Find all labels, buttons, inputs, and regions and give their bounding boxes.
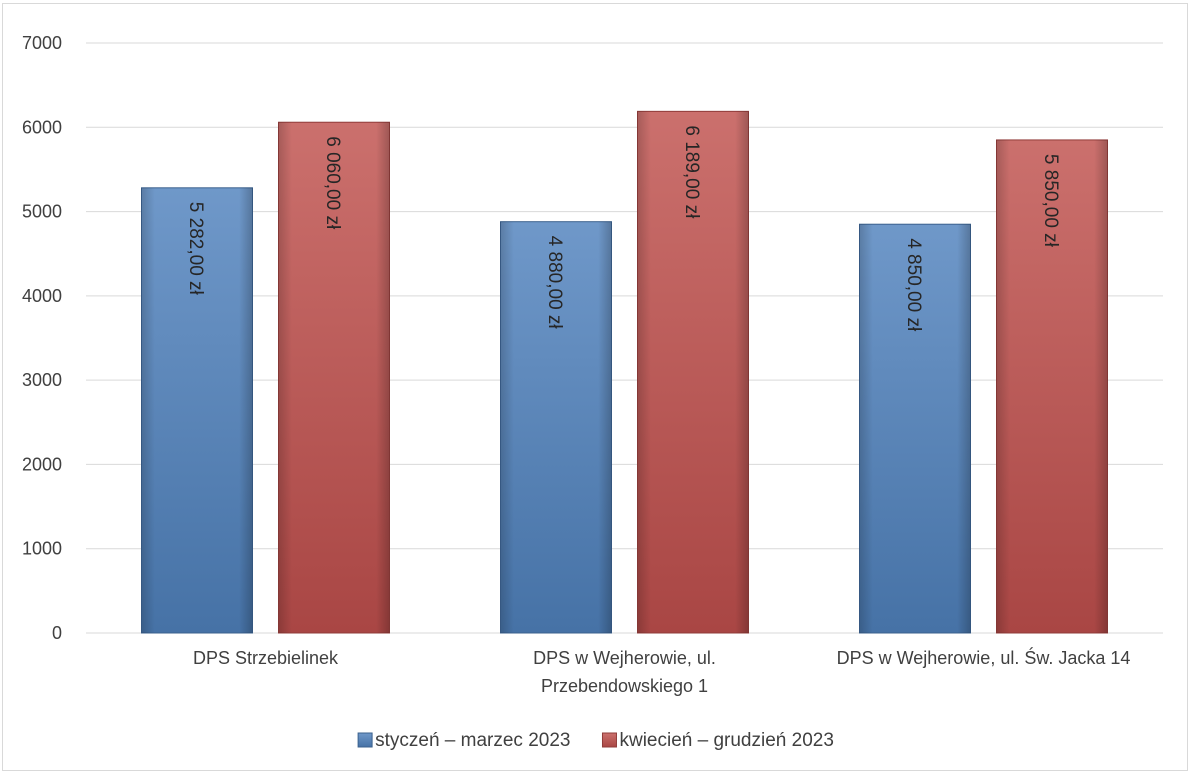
- y-tick-label: 7000: [22, 33, 62, 53]
- bars: [141, 110, 1108, 634]
- bar-jan-mar-3: [859, 223, 971, 634]
- legend-label: kwiecień – grudzień 2023: [619, 730, 833, 751]
- bar-apr-dec-2: [637, 110, 749, 634]
- y-tick-label: 4000: [22, 286, 62, 306]
- data-label: 4 850,00 zł: [903, 238, 924, 332]
- bar-jan-mar-1: [141, 187, 253, 634]
- legend-swatch: [601, 732, 617, 748]
- gridlines: [86, 42, 1163, 634]
- data-label: 5 850,00 zł: [1040, 154, 1061, 248]
- data-label: 5 282,00 zł: [185, 202, 206, 296]
- bar-apr-dec-3: [996, 139, 1108, 634]
- bar-chart: 0 1000 2000 3000 4000 5000 6000 7000 5 282,00 z…: [22, 33, 1163, 751]
- chart-frame: 0 1000 2000 3000 4000 5000 6000 7000 5 282,00 z…: [2, 3, 1188, 771]
- y-tick-label: 3000: [22, 370, 62, 390]
- y-axis-ticks: 0 1000 2000 3000 4000 5000 6000 7000: [22, 33, 62, 643]
- data-labels: 5 282,00 zł 6 060,00 zł 4 880,00 zł 6 189,0…: [185, 125, 1061, 332]
- category-label: Przebendowskiego 1: [541, 676, 708, 696]
- legend-item: kwiecień – grudzień 2023: [601, 730, 834, 751]
- bar-jan-mar-2: [500, 221, 612, 634]
- data-label: 6 060,00 zł: [322, 136, 343, 230]
- category-label: DPS Strzebielinek: [193, 648, 339, 668]
- legend: styczeń – marzec 2023 kwiecień – grudzień…: [357, 730, 834, 751]
- y-tick-label: 0: [52, 623, 62, 643]
- bar-apr-dec-2-shading: [637, 111, 749, 633]
- legend-label: styczeń – marzec 2023: [375, 730, 570, 751]
- legend-swatch: [357, 732, 373, 748]
- bar-apr-dec-1: [278, 121, 390, 634]
- data-label: 6 189,00 zł: [681, 125, 702, 219]
- x-axis-categories: DPS Strzebielinek DPS w Wejherowie, ul. Pr…: [193, 647, 1130, 696]
- bar-jan-mar-3-shading: [859, 224, 971, 633]
- legend-item: styczeń – marzec 2023: [357, 730, 570, 751]
- data-label: 4 880,00 zł: [544, 236, 565, 330]
- bar-apr-dec-3-shading: [996, 139, 1108, 633]
- y-tick-label: 5000: [22, 202, 62, 222]
- y-tick-label: 2000: [22, 454, 62, 474]
- y-tick-label: 6000: [22, 117, 62, 137]
- bar-apr-dec-1-shading: [278, 122, 390, 633]
- category-label: DPS w Wejherowie, ul. Św. Jacka 14: [837, 647, 1131, 668]
- bar-jan-mar-1-shading: [141, 187, 253, 633]
- y-tick-label: 1000: [22, 539, 62, 559]
- category-label: DPS w Wejherowie, ul.: [533, 648, 716, 668]
- bar-jan-mar-2-shading: [500, 221, 612, 633]
